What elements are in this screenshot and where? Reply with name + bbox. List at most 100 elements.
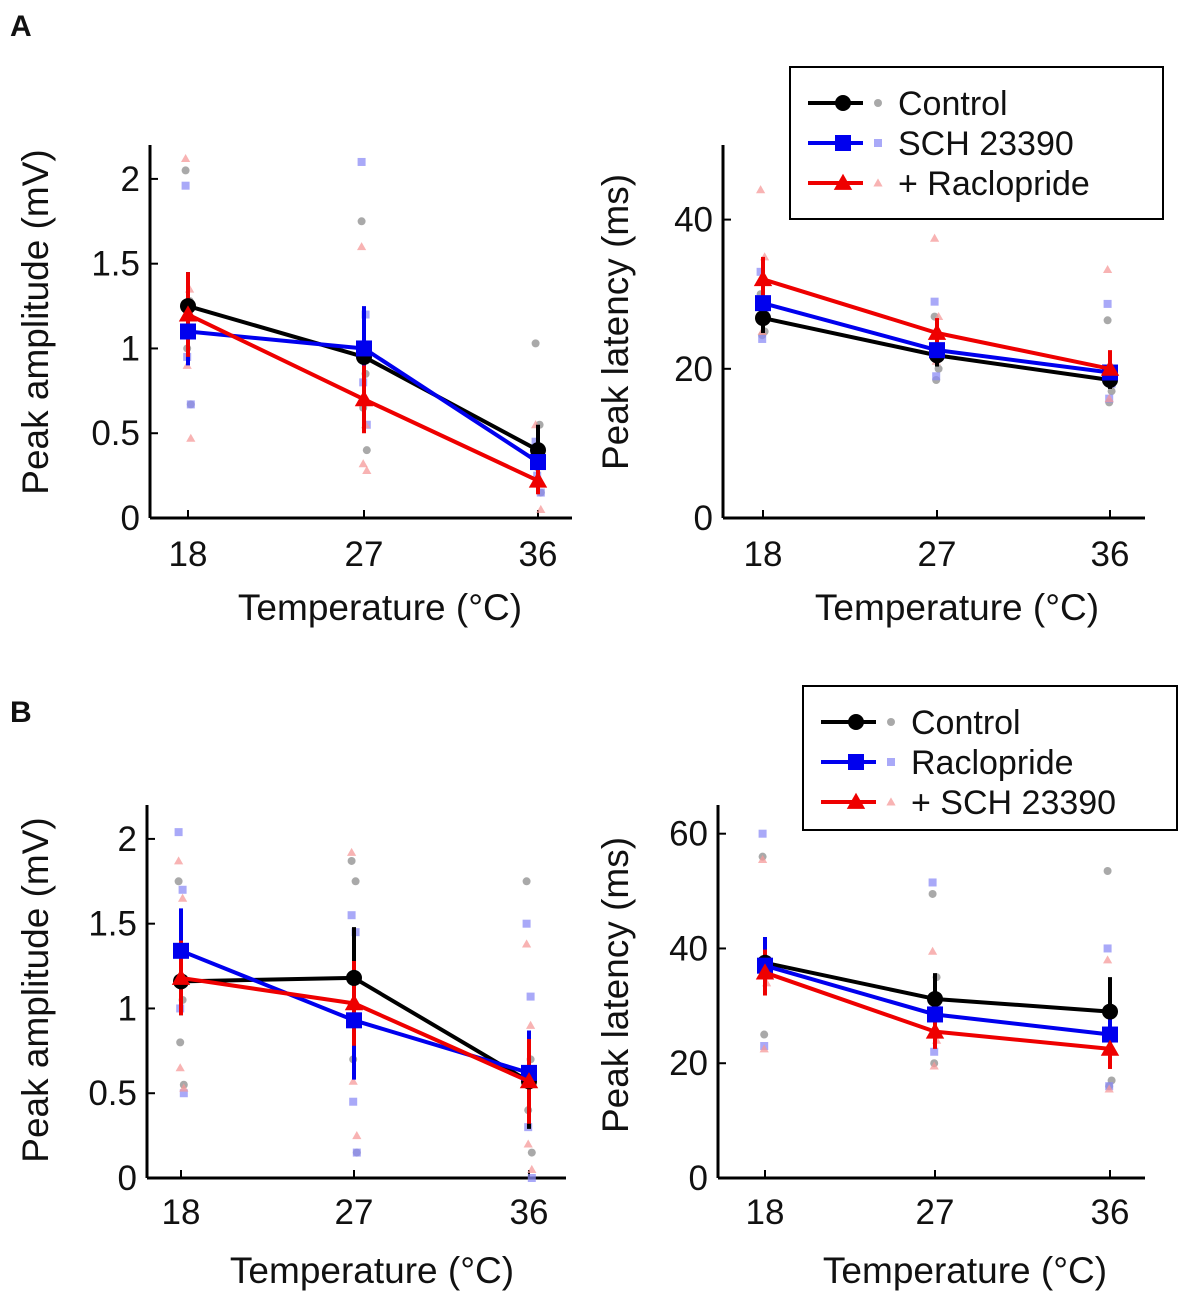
y-tick-label: 2 — [118, 820, 137, 859]
legend-marker — [848, 714, 864, 730]
individual-point — [362, 446, 371, 455]
y-axis-label: Peak latency (ms) — [595, 837, 636, 1133]
individual-point — [175, 1063, 185, 1072]
legend-label: Raclopride — [911, 744, 1074, 782]
x-tick-label: 36 — [1091, 535, 1130, 574]
individual-point — [357, 157, 366, 166]
mean-marker — [755, 295, 771, 312]
x-axis-label: Temperature (°C) — [815, 587, 1099, 628]
y-tick-label: 1 — [118, 989, 137, 1028]
individual-point — [348, 1076, 358, 1085]
y-axis-label: Peak amplitude (mV) — [15, 817, 56, 1162]
y-tick-label: 2 — [121, 160, 140, 199]
mean-marker — [346, 969, 362, 986]
individual-point — [526, 992, 535, 1001]
mean-marker — [1102, 1003, 1118, 1020]
y-tick-label: 0.5 — [88, 1074, 137, 1113]
individual-point — [930, 297, 939, 306]
individual-point — [756, 267, 765, 276]
x-tick-label: 18 — [162, 1193, 201, 1232]
x-tick-label: 18 — [746, 1193, 785, 1232]
individual-point — [1103, 316, 1112, 325]
legend-label: + SCH 23390 — [911, 784, 1116, 822]
individual-point — [932, 372, 941, 381]
individual-point — [181, 166, 190, 175]
y-tick-label: 1.5 — [88, 905, 137, 944]
mean-marker — [354, 390, 374, 407]
individual-point — [756, 185, 766, 194]
legend-marker — [835, 135, 851, 151]
mean-marker — [178, 305, 198, 322]
y-tick-label: 0.5 — [91, 414, 140, 453]
x-tick-label: 27 — [345, 535, 384, 574]
individual-point — [347, 847, 357, 856]
individual-point — [351, 877, 360, 886]
legend-point-marker — [874, 139, 882, 147]
individual-point — [1104, 394, 1114, 403]
mean-marker — [755, 963, 775, 980]
x-tick-label: 36 — [1091, 1193, 1130, 1232]
individual-point — [186, 433, 196, 442]
individual-point — [352, 1131, 362, 1140]
y-tick-label: 60 — [669, 815, 708, 854]
legend-point-marker — [886, 797, 896, 806]
mean-marker — [755, 310, 771, 327]
individual-point — [536, 488, 545, 497]
individual-point — [522, 877, 531, 886]
individual-point — [527, 1148, 536, 1157]
individual-point — [362, 465, 372, 474]
individual-point — [1103, 955, 1113, 964]
mean-marker — [753, 270, 773, 287]
legend-point-marker — [887, 758, 895, 766]
individual-point — [522, 939, 532, 948]
x-axis-label: Temperature (°C) — [238, 587, 522, 628]
individual-point — [522, 919, 531, 928]
x-tick-label: 27 — [335, 1193, 374, 1232]
mean-marker — [171, 968, 191, 985]
individual-point — [523, 1139, 533, 1148]
individual-point — [349, 1097, 358, 1106]
individual-point — [358, 459, 368, 468]
mean-marker — [346, 1012, 362, 1029]
mean-marker — [180, 323, 196, 340]
individual-point — [357, 217, 366, 226]
individual-point — [357, 242, 367, 251]
individual-point — [758, 854, 768, 863]
individual-point — [174, 828, 183, 837]
chart-a-latency: 0 20 40 18 27 36 Temperature (°C) Peak latency … — [595, 66, 1164, 628]
individual-point — [178, 893, 188, 902]
individual-point — [1103, 944, 1112, 953]
y-axis-label: Peak latency (ms) — [595, 174, 636, 470]
individual-point — [928, 878, 937, 887]
individual-point — [347, 911, 356, 920]
y-tick-label: 0 — [121, 499, 140, 538]
legend-box — [802, 685, 1178, 831]
y-tick-label: 20 — [674, 350, 713, 389]
individual-point — [176, 1038, 185, 1047]
individual-point — [1103, 264, 1113, 274]
individual-point — [928, 889, 937, 898]
individual-point — [174, 877, 183, 886]
individual-point — [1103, 866, 1112, 875]
y-tick-label: 40 — [669, 929, 708, 968]
y-tick-label: 40 — [674, 201, 713, 240]
individual-point — [758, 334, 767, 343]
x-axis-label: Temperature (°C) — [230, 1250, 514, 1291]
x-axis-label: Temperature (°C) — [823, 1250, 1107, 1291]
individual-point — [928, 946, 938, 955]
legend-label: + Raclopride — [898, 165, 1090, 203]
individual-point — [527, 1164, 537, 1173]
y-tick-label: 0 — [118, 1159, 137, 1198]
mean-marker — [1100, 1039, 1120, 1056]
individual-point — [181, 181, 190, 190]
legend-label: Control — [911, 704, 1021, 742]
y-tick-label: 1 — [121, 329, 140, 368]
y-tick-label: 1.5 — [91, 245, 140, 284]
legend-point-marker — [873, 178, 883, 187]
individual-point — [181, 153, 191, 163]
mean-marker — [173, 942, 189, 959]
y-axis-label: Peak amplitude (mV) — [15, 149, 56, 494]
mean-marker — [1100, 359, 1120, 376]
x-tick-label: 18 — [169, 535, 208, 574]
